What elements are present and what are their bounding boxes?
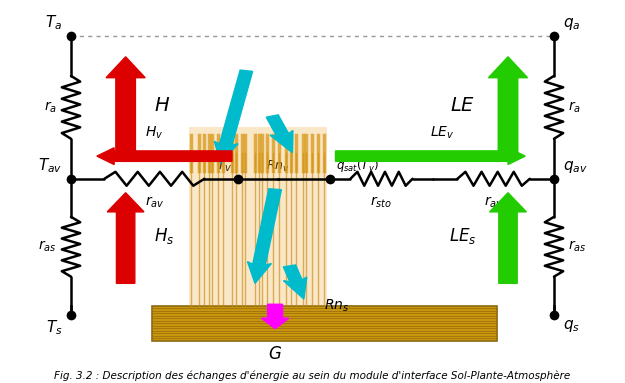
Text: $T_a$: $T_a$ [45, 14, 63, 33]
Text: Fig. 3.2 : Description des échanges d'énergie au sein du module d'interface Sol-: Fig. 3.2 : Description des échanges d'én… [54, 371, 571, 381]
Text: $r_{av}$: $r_{av}$ [144, 195, 164, 210]
FancyArrow shape [283, 265, 307, 299]
Text: $q_a$: $q_a$ [562, 16, 580, 33]
FancyArrow shape [214, 70, 253, 163]
Text: $r_{as}$: $r_{as}$ [38, 239, 57, 254]
Text: $T_{av}$: $T_{av}$ [38, 157, 62, 175]
Text: $G$: $G$ [268, 345, 282, 363]
FancyArrow shape [107, 193, 144, 283]
FancyArrow shape [489, 57, 528, 156]
Text: $r_a$: $r_a$ [44, 100, 57, 115]
FancyArrow shape [336, 148, 525, 164]
FancyArrow shape [248, 189, 281, 283]
Text: $q_s$: $q_s$ [562, 318, 579, 334]
FancyArrow shape [97, 148, 232, 164]
Text: $LE_s$: $LE_s$ [449, 226, 477, 246]
FancyArrow shape [489, 193, 526, 283]
Text: $H$: $H$ [154, 96, 171, 115]
Text: $LE$: $LE$ [449, 96, 474, 115]
Text: $r_{as}$: $r_{as}$ [568, 239, 587, 254]
Text: $T_s$: $T_s$ [46, 318, 63, 337]
Text: $H_v$: $H_v$ [145, 125, 164, 141]
Text: $r_a$: $r_a$ [568, 100, 581, 115]
Text: $r_{sto}$: $r_{sto}$ [371, 195, 392, 210]
Text: $H_s$: $H_s$ [154, 226, 175, 246]
Text: $r_{av}$: $r_{av}$ [484, 195, 503, 210]
Text: $Rn_v$: $Rn_v$ [266, 159, 290, 173]
Bar [151, 306, 496, 341]
FancyArrow shape [261, 304, 289, 329]
Bar [189, 126, 327, 306]
FancyArrow shape [106, 57, 145, 156]
Text: $q_{sat}(T_v)$: $q_{sat}(T_v)$ [336, 157, 379, 173]
Text: $LE_v$: $LE_v$ [429, 125, 454, 141]
Text: $Rn_s$: $Rn_s$ [324, 298, 349, 314]
FancyArrow shape [266, 115, 293, 153]
Text: $T_v$: $T_v$ [216, 157, 232, 173]
Text: $q_{av}$: $q_{av}$ [562, 159, 588, 175]
